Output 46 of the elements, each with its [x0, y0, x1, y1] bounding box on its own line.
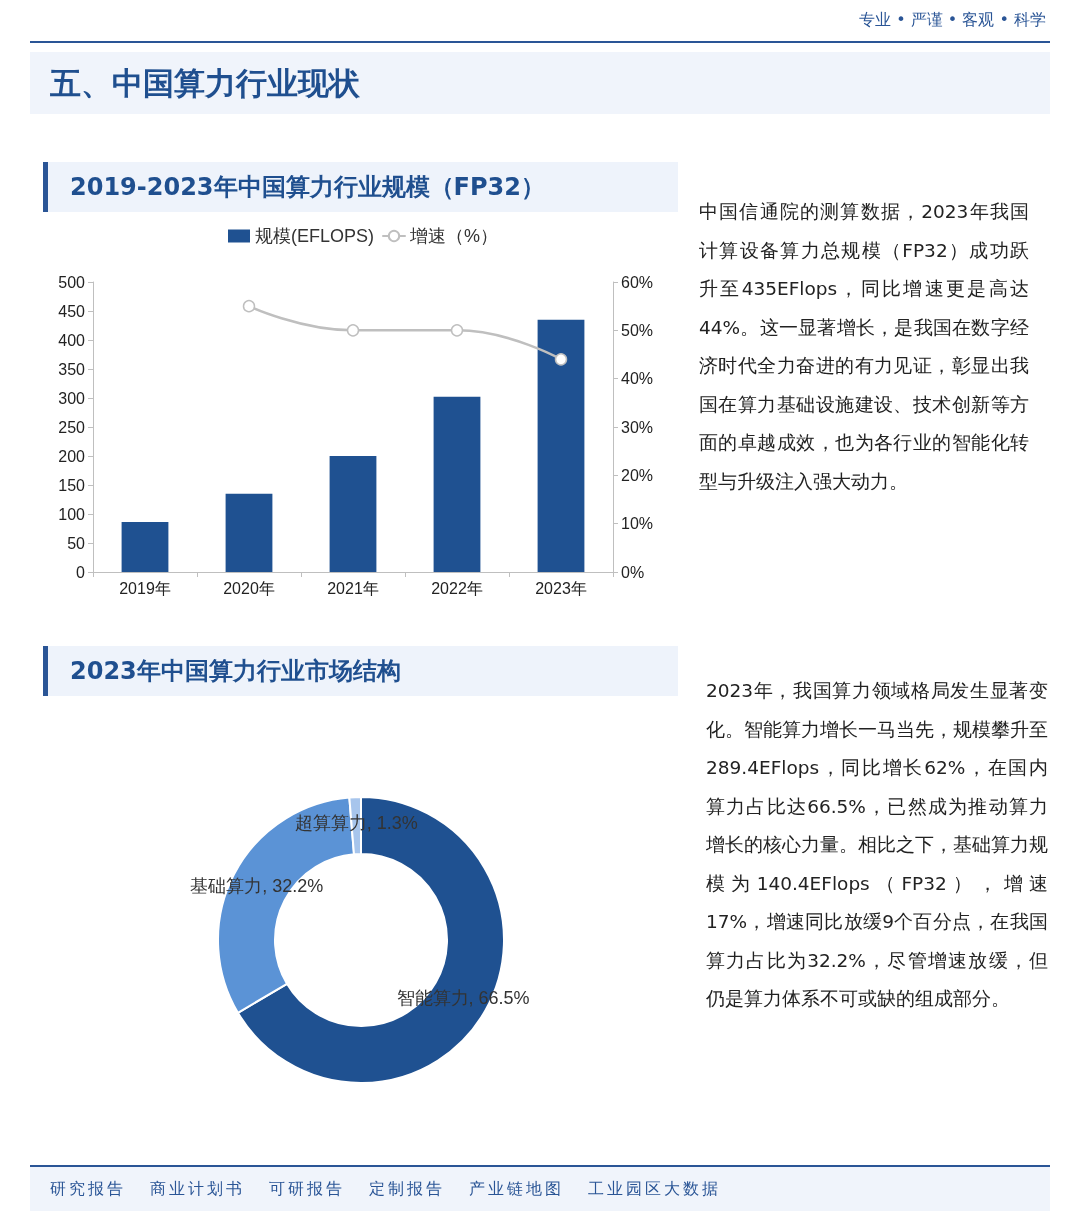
y-tick-label: 100 [58, 505, 86, 523]
x-tick-label: 2021年 [327, 579, 379, 597]
bar [329, 456, 377, 572]
y2-tick-label: 60% [621, 273, 654, 291]
text: 商业计划书 [150, 1178, 245, 1200]
y-tick-label: 50 [67, 534, 86, 552]
y-tick-label: 250 [58, 418, 86, 436]
y-tick-label: 450 [58, 302, 86, 320]
chart-title: 2023年中国算力行业市场结构 [43, 646, 678, 696]
x-tick-label: 2022年 [431, 579, 483, 597]
text: 工业园区大数据 [588, 1178, 721, 1200]
text: 2023年，我国算力领域格局发生显著变化。智能算力增长一马当先，规模攀升至289.4EFlops，同比增长62%，在国内算力占比达66.5%，已然成为推动算力增长的核心力量。相比之下，基础算力规模为140.4EFlops（FP32），增速17%，增速同比放缓9个百分点，在我国算力占比为32.2%，尽管增速放缓，但仍是算力体系不可或缺的组成部分。 [706, 680, 1048, 1009]
legend-label: 增速（%） [409, 226, 499, 246]
y2-tick-label: 20% [621, 466, 654, 484]
y2-tick-label: 30% [621, 418, 654, 436]
bar [225, 493, 273, 572]
x-tick-label: 2020年 [223, 579, 275, 597]
bar [537, 319, 585, 572]
x-tick-label: 2023年 [535, 579, 587, 597]
y2-tick-label: 10% [621, 515, 654, 533]
text: 专业 • 严谨 • 客观 • 科学 [859, 10, 1046, 31]
y-tick-label: 350 [58, 360, 86, 378]
y2-tick-label: 40% [621, 370, 654, 388]
y-tick-label: 0 [76, 563, 86, 581]
y-tick-label: 200 [58, 447, 86, 465]
y-tick-label: 150 [58, 476, 86, 494]
text: 可研报告 [269, 1178, 345, 1200]
bar [121, 522, 169, 572]
y2-tick-label: 50% [621, 321, 654, 339]
bar [433, 396, 481, 572]
legend-label: 规模(EFLOPS) [254, 226, 375, 246]
text: 产业链地图 [469, 1178, 564, 1200]
x-tick-label: 2019年 [119, 579, 171, 597]
text: 研究报告 [50, 1178, 126, 1200]
y-tick-label: 400 [58, 331, 86, 349]
text: 中国信通院的测算数据，2023年我国计算设备算力总规模（FP32）成功跃升至435EFlops，同比增速更是高达44%。这一显著增长，是我国在数字经济时代全力奋进的有力见证，彰显出我国在算力基础设施建设、技术创新等方面的卓越成效，也为各行业的智能化转型与升级注入强大动力。 [699, 200, 1029, 494]
text: 五、中国算力行业现状 [30, 52, 1050, 114]
y-tick-label: 300 [58, 389, 86, 407]
point [450, 324, 464, 337]
text: 定制报告 [369, 1178, 445, 1200]
point [346, 324, 360, 337]
point [242, 299, 256, 313]
y-tick-label: 500 [58, 273, 86, 291]
chart-title: 2019-2023年中国算力行业规模（FP32） [43, 162, 678, 212]
y2-tick-label: 0% [621, 563, 645, 581]
point [554, 353, 568, 366]
